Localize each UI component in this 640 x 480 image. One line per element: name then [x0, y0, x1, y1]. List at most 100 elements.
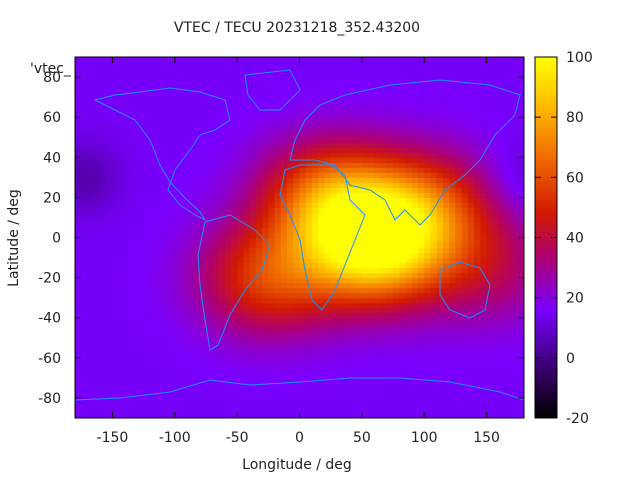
heatmap-cell: [174, 242, 182, 249]
heatmap-cell: [386, 132, 394, 138]
heatmap-cell: [393, 122, 400, 128]
heatmap-cell: [324, 377, 332, 384]
heatmap-cell: [243, 312, 251, 319]
heatmap-cell: [118, 207, 126, 214]
heatmap-cell: [305, 352, 313, 359]
heatmap-cell: [492, 282, 500, 289]
heatmap-cell: [318, 347, 326, 354]
heatmap-cell: [156, 252, 163, 259]
heatmap-cell: [349, 107, 357, 113]
heatmap-cell: [480, 87, 488, 93]
heatmap-cell: [149, 312, 157, 319]
heatmap-cell: [311, 127, 319, 133]
heatmap-cell: [386, 147, 394, 153]
heatmap-cell: [492, 407, 500, 414]
heatmap-cell: [181, 342, 188, 349]
heatmap-cell: [75, 192, 82, 198]
heatmap-cell: [249, 362, 257, 369]
heatmap-cell: [287, 352, 294, 359]
heatmap-cell: [287, 227, 294, 234]
heatmap-cell: [237, 262, 244, 269]
heatmap-cell: [212, 342, 220, 349]
heatmap-cell: [193, 232, 201, 239]
heatmap-cell: [318, 207, 326, 214]
heatmap-cell: [262, 167, 269, 173]
heatmap-cell: [386, 292, 394, 299]
heatmap-cell: [112, 157, 120, 163]
heatmap-cell: [149, 67, 157, 73]
heatmap-cell: [374, 272, 382, 279]
heatmap-cell: [368, 177, 375, 183]
heatmap-cell: [262, 227, 269, 234]
heatmap-cell: [162, 82, 170, 88]
heatmap-cell: [87, 87, 95, 93]
heatmap-cell: [162, 182, 170, 188]
heatmap-cell: [393, 402, 400, 409]
heatmap-cell: [399, 352, 407, 359]
heatmap-cell: [305, 262, 313, 269]
heatmap-cell: [118, 377, 126, 384]
heatmap-cell: [405, 57, 413, 63]
heatmap-cell: [149, 162, 157, 168]
heatmap-cell: [417, 92, 425, 98]
heatmap-cell: [131, 247, 138, 254]
heatmap-cell: [336, 402, 344, 409]
heatmap-cell: [106, 92, 114, 98]
heatmap-cell: [474, 322, 481, 329]
heatmap-cell: [137, 107, 145, 113]
chart-title: VTEC / TECU 20231218_352.43200: [174, 20, 420, 36]
heatmap-cell: [187, 322, 195, 329]
heatmap-cell: [293, 292, 301, 299]
heatmap-cell: [336, 132, 344, 138]
heatmap-cell: [112, 327, 120, 334]
heatmap-cell: [474, 257, 481, 264]
heatmap-cell: [455, 192, 463, 198]
heatmap-cell: [205, 172, 213, 178]
heatmap-cell: [268, 252, 276, 259]
heatmap-cell: [181, 402, 188, 409]
heatmap-cell: [311, 397, 319, 404]
heatmap-cell: [193, 222, 201, 229]
heatmap-cell: [99, 382, 107, 389]
heatmap-cell: [380, 62, 388, 68]
heatmap-cell: [230, 112, 238, 118]
heatmap-cell: [243, 282, 251, 289]
heatmap-cell: [193, 147, 201, 153]
heatmap-cell: [262, 127, 269, 133]
heatmap-cell: [87, 337, 95, 344]
heatmap-cell: [299, 77, 307, 83]
heatmap-cell: [455, 237, 463, 244]
heatmap-cell: [143, 362, 151, 369]
heatmap-cell: [343, 247, 350, 254]
heatmap-cell: [424, 247, 432, 254]
heatmap-cell: [274, 302, 282, 309]
heatmap-cell: [305, 272, 313, 279]
heatmap-cell: [293, 142, 301, 148]
heatmap-cell: [486, 157, 494, 163]
heatmap-cell: [474, 307, 481, 314]
heatmap-cell: [305, 357, 313, 364]
heatmap-cell: [243, 182, 251, 188]
heatmap-cell: [424, 287, 432, 294]
heatmap-cell: [174, 257, 182, 264]
heatmap-cell: [268, 217, 276, 224]
heatmap-cell: [330, 392, 338, 399]
heatmap-cell: [280, 212, 288, 219]
heatmap-cell: [417, 377, 425, 384]
heatmap-cell: [124, 227, 132, 234]
heatmap-cell: [174, 57, 182, 63]
heatmap-cell: [411, 307, 419, 314]
heatmap-cell: [374, 282, 382, 289]
heatmap-cell: [336, 222, 344, 229]
heatmap-cell: [168, 122, 176, 128]
heatmap-cell: [112, 122, 120, 128]
heatmap-cell: [399, 412, 407, 418]
heatmap-cell: [449, 387, 457, 394]
heatmap-cell: [212, 247, 220, 254]
heatmap-cell: [280, 167, 288, 173]
heatmap-cell: [287, 172, 294, 178]
heatmap-cell: [368, 197, 375, 203]
heatmap-cell: [330, 387, 338, 394]
heatmap-cell: [131, 57, 138, 63]
heatmap-cell: [237, 142, 244, 148]
